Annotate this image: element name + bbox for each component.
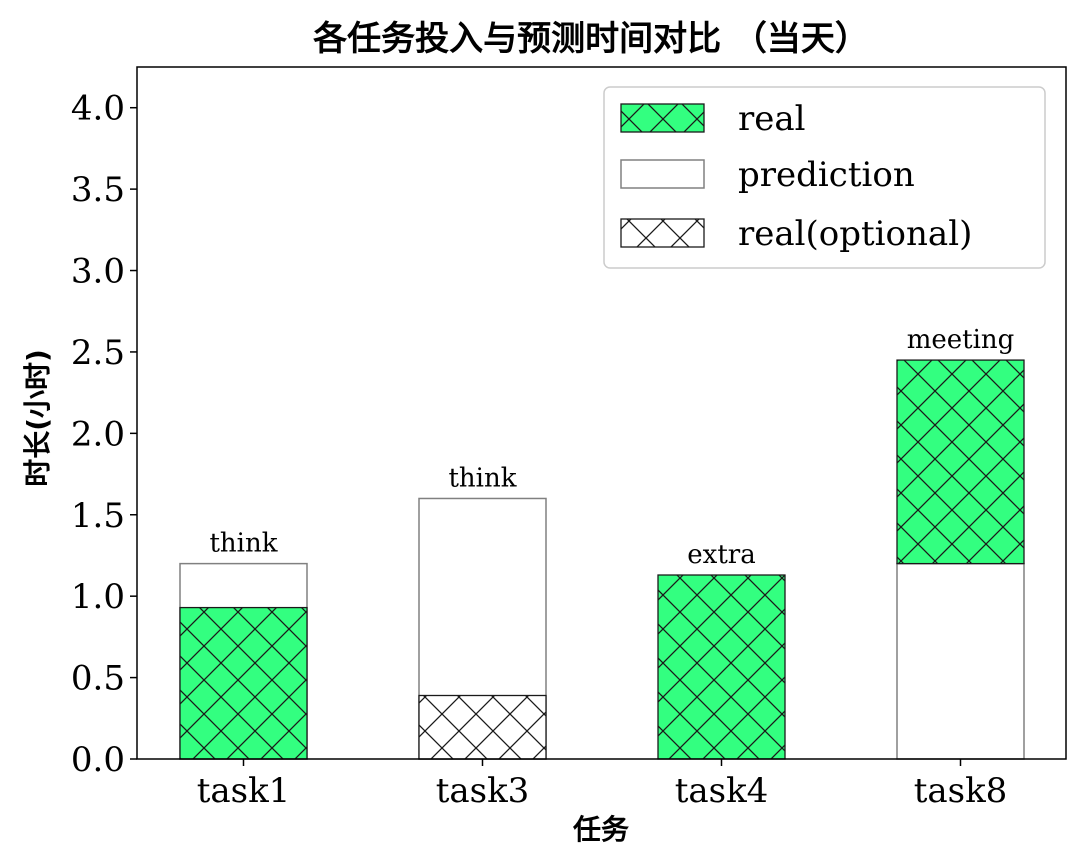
bar-label-task4: extra (687, 540, 755, 570)
bar-real-task8 (896, 359, 1025, 565)
y-tick-label: 3.0 (71, 252, 125, 292)
legend-box (603, 86, 1046, 269)
bar-prediction-task8 (896, 562, 1025, 760)
legend-label-real: real (738, 99, 806, 139)
y-tick-label: 1.0 (71, 577, 125, 617)
bars-group: think think extra meeting (179, 325, 1025, 760)
y-tick-label: 0.5 (71, 659, 125, 699)
legend-swatch-prediction (620, 159, 705, 189)
y-axis-label: 时长(小时) (21, 349, 54, 487)
x-tick-label-task8: task8 (914, 771, 1008, 811)
bar-real-optional--task3 (418, 694, 547, 760)
plot-frame (136, 66, 1067, 760)
chart-title: 各任务投入与预测时间对比 （当天） (313, 19, 869, 59)
y-tick-label: 2.0 (71, 414, 125, 454)
legend-swatch-real-optional (620, 218, 705, 248)
x-tick-label-task1: task1 (197, 771, 291, 811)
bar-real-task1 (179, 606, 308, 760)
x-ticks-group: task1 task3 task4 task8 (197, 759, 1008, 811)
bar-label-task3: think (448, 463, 516, 493)
bar-label-task1: think (209, 529, 277, 559)
y-tick-label: 3.5 (71, 170, 125, 210)
y-tick-label: 0.0 (71, 740, 125, 780)
x-axis-label: 任务 (572, 813, 629, 846)
legend-label-prediction: prediction (738, 155, 915, 195)
legend-label-real-optional: real(optional) (738, 214, 972, 254)
x-tick-label-task4: task4 (675, 771, 769, 811)
y-tick-label: 2.5 (71, 333, 125, 373)
bar-real-task4 (657, 574, 786, 760)
legend: real prediction real(optional) (603, 86, 1046, 269)
y-ticks-group: 0.0 0.5 1.0 1.5 2.0 2.5 3.0 3.5 4.0 (71, 89, 137, 780)
bar-label-task8: meeting (907, 325, 1015, 355)
y-tick-label: 1.5 (71, 496, 125, 536)
y-tick-label: 4.0 (71, 89, 125, 129)
legend-swatch-real (620, 103, 705, 133)
x-tick-label-task3: task3 (436, 771, 530, 811)
